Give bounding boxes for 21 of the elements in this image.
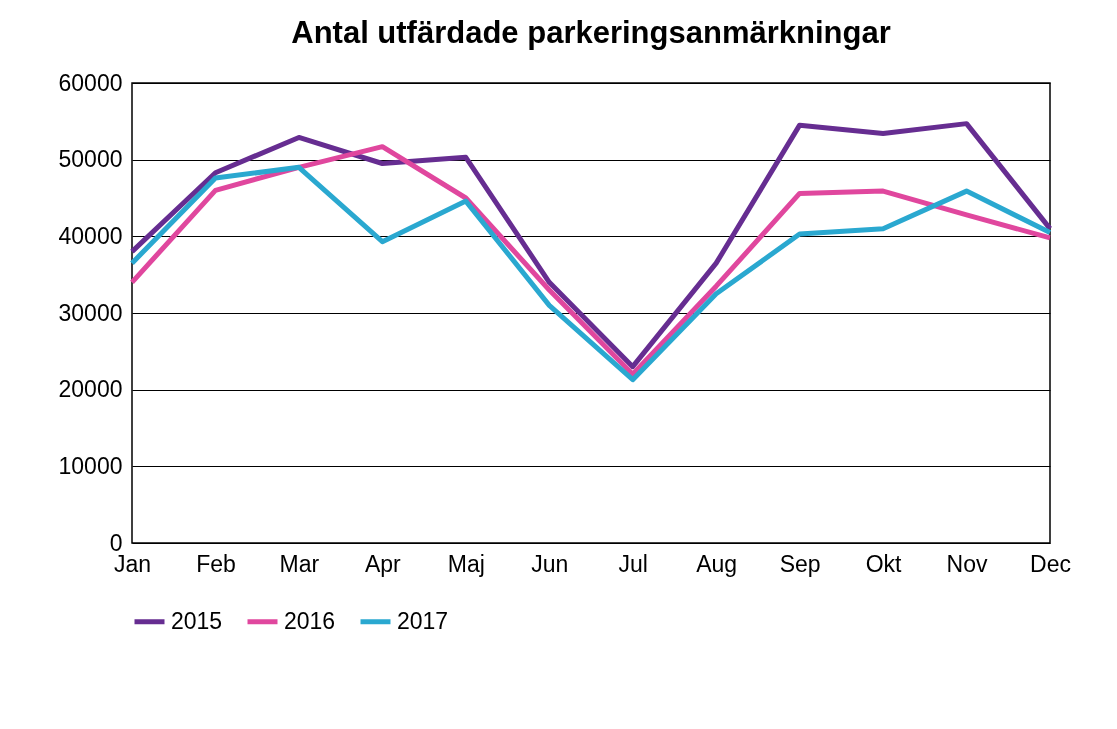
y-tick-label: 60000 — [58, 69, 123, 96]
legend-label: 2016 — [284, 607, 336, 634]
y-tick-label: 20000 — [58, 376, 123, 403]
x-tick-label: Apr — [364, 550, 402, 577]
legend-label: 2015 — [171, 607, 223, 634]
x-tick-label: Jul — [618, 550, 648, 577]
x-tick-label: Sep — [779, 550, 821, 577]
y-tick-label: 50000 — [58, 146, 123, 173]
y-tick-label: 40000 — [58, 222, 123, 249]
y-tick-label: 10000 — [58, 452, 123, 479]
x-tick-label: Mar — [279, 550, 320, 577]
y-tick-label: 30000 — [58, 299, 123, 326]
x-tick-label: Dec — [1030, 550, 1071, 577]
chart-title: Antal utfärdade parkeringsanmärkningar — [291, 15, 891, 50]
x-tick-label: Jun — [531, 550, 569, 577]
x-tick-label: Maj — [447, 550, 485, 577]
x-tick-label: Okt — [865, 550, 903, 577]
x-tick-label: Nov — [946, 550, 988, 577]
x-tick-label: Aug — [696, 550, 738, 577]
legend-label: 2017 — [397, 607, 449, 634]
x-tick-label: Feb — [196, 550, 236, 577]
